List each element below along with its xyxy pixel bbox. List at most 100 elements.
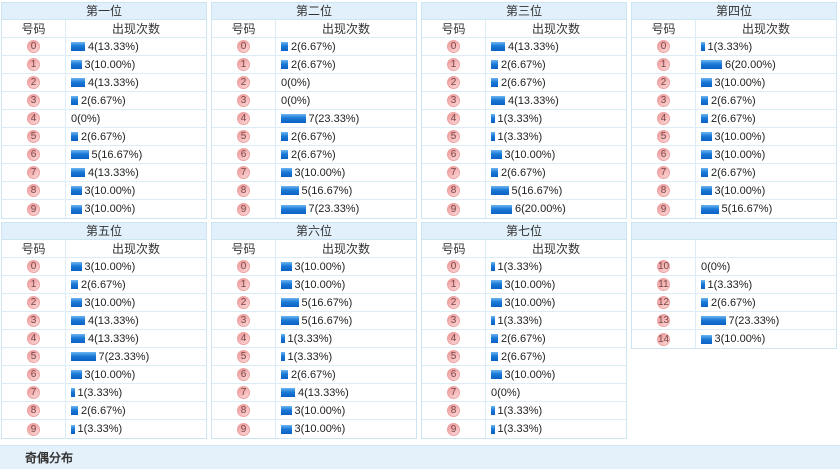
- frequency-bar: [701, 168, 708, 177]
- table-row: 2 3(10.00%): [422, 294, 626, 312]
- number-cell: 2: [632, 74, 696, 91]
- count-cell: 2(6.67%): [66, 128, 206, 145]
- frequency-label: 4(13.33%): [88, 314, 139, 327]
- table-row: 5 1(3.33%): [212, 348, 416, 366]
- frequency-label: 5(16.67%): [301, 314, 353, 327]
- table-row: 8 2(6.67%): [2, 402, 206, 420]
- frequency-label: 3(10.00%): [714, 184, 766, 197]
- number-cell: 7: [212, 164, 276, 181]
- number-cell: 4: [632, 110, 696, 127]
- count-cell: 1(3.33%): [486, 128, 626, 145]
- number-cell: 12: [632, 294, 696, 311]
- table-row: 12 2(6.67%): [632, 294, 836, 312]
- table-header-row: [632, 240, 836, 258]
- count-cell: 2(6.67%): [486, 74, 626, 91]
- frequency-bar: [71, 406, 78, 415]
- count-cell: 3(10.00%): [486, 294, 626, 311]
- number-badge: 7: [27, 166, 40, 179]
- number-badge: 9: [447, 422, 460, 436]
- number-badge: 9: [237, 422, 250, 436]
- number-cell: 2: [422, 74, 486, 91]
- number-cell: 8: [422, 182, 486, 199]
- number-column-header: 号码: [422, 20, 486, 37]
- number-cell: 7: [2, 384, 66, 401]
- frequency-label: 2(6.67%): [711, 166, 756, 179]
- frequency-bar: [491, 186, 509, 195]
- table-row: 1 3(10.00%): [212, 276, 416, 294]
- number-cell: 1: [632, 56, 696, 73]
- frequency-label: 1(3.33%): [497, 130, 543, 143]
- frequency-bar: [71, 186, 82, 195]
- frequency-label: 0(0%): [71, 112, 101, 125]
- frequency-label: 3(10.00%): [84, 368, 136, 381]
- number-cell: 14: [632, 330, 696, 348]
- number-badge: 2: [27, 296, 40, 309]
- number-cell: 10: [632, 258, 696, 275]
- count-cell: 1(3.33%): [486, 312, 626, 329]
- count-cell: 2(6.67%): [66, 276, 206, 293]
- count-cell: 3(10.00%): [276, 258, 416, 275]
- count-cell: 2(6.67%): [66, 402, 206, 419]
- position-table-3: 第三位 号码 出现次数 0 4(13.33%) 1 2(6.67%) 2 2(6.67%) 3 4(…: [421, 2, 627, 219]
- count-cell: 7(23.33%): [696, 312, 836, 329]
- number-cell: 1: [422, 276, 486, 293]
- frequency-label: 1(3.33%): [497, 112, 543, 125]
- frequency-label: 1(3.33%): [497, 404, 543, 417]
- frequency-label: 2(6.67%): [291, 130, 336, 143]
- number-cell: 2: [422, 294, 486, 311]
- frequency-bar: [281, 352, 285, 361]
- frequency-label: 0(0%): [281, 94, 311, 107]
- count-cell: 6(20.00%): [696, 56, 836, 73]
- number-cell: 0: [422, 38, 486, 55]
- count-cell: 2(6.67%): [276, 38, 416, 55]
- table-title: 第四位: [632, 3, 836, 20]
- frequency-label: 3(10.00%): [504, 278, 556, 291]
- table-title: 第六位: [212, 223, 416, 240]
- table-row: 7 4(13.33%): [212, 384, 416, 402]
- table-row: 7 1(3.33%): [2, 384, 206, 402]
- number-cell: 5: [212, 128, 276, 145]
- table-header-row: 号码 出现次数: [2, 20, 206, 38]
- number-cell: 9: [2, 420, 66, 438]
- count-cell: 0(0%): [696, 258, 836, 275]
- frequency-label: 3(10.00%): [294, 166, 346, 179]
- table-row: 3 5(16.67%): [212, 312, 416, 330]
- number-badge: 11: [657, 278, 670, 291]
- count-cell: 2(6.67%): [486, 56, 626, 73]
- count-cell: 3(10.00%): [66, 294, 206, 311]
- table-header-row: 号码 出现次数: [632, 20, 836, 38]
- count-column-header: 出现次数: [531, 22, 580, 36]
- frequency-bar: [491, 424, 495, 434]
- frequency-label: 2(6.67%): [501, 332, 546, 345]
- table-row: 0 3(10.00%): [2, 258, 206, 276]
- table-row: 2 5(16.67%): [212, 294, 416, 312]
- table-row: 6 3(10.00%): [2, 366, 206, 384]
- table-row: 4 1(3.33%): [422, 110, 626, 128]
- frequency-label: 7(23.33%): [98, 350, 150, 363]
- number-badge: 7: [447, 166, 460, 179]
- number-cell: 2: [2, 74, 66, 91]
- table-title: 第二位: [212, 3, 416, 20]
- frequency-label: 5(16.67%): [511, 184, 563, 197]
- number-cell: 4: [212, 110, 276, 127]
- table-row: 3 2(6.67%): [2, 92, 206, 110]
- table-row: 8 3(10.00%): [2, 182, 206, 200]
- frequency-label: 6(20.00%): [515, 203, 566, 215]
- number-column-header: 号码: [212, 20, 276, 37]
- number-badge: 2: [447, 296, 460, 309]
- count-cell: 3(10.00%): [66, 200, 206, 218]
- number-cell: 0: [212, 258, 276, 275]
- number-cell: 8: [212, 402, 276, 419]
- number-cell: 5: [2, 348, 66, 365]
- number-badge: 6: [657, 148, 670, 161]
- number-column-header: 号码: [212, 240, 276, 257]
- number-cell: 1: [212, 276, 276, 293]
- count-cell: 2(6.67%): [696, 164, 836, 181]
- frequency-bar: [281, 280, 292, 289]
- count-cell: 4(13.33%): [486, 38, 626, 55]
- number-badge: 6: [237, 148, 250, 161]
- frequency-label: 0(0%): [281, 76, 311, 89]
- number-cell: 8: [632, 182, 696, 199]
- frequency-bar: [71, 42, 85, 51]
- count-cell: 2(6.67%): [276, 146, 416, 163]
